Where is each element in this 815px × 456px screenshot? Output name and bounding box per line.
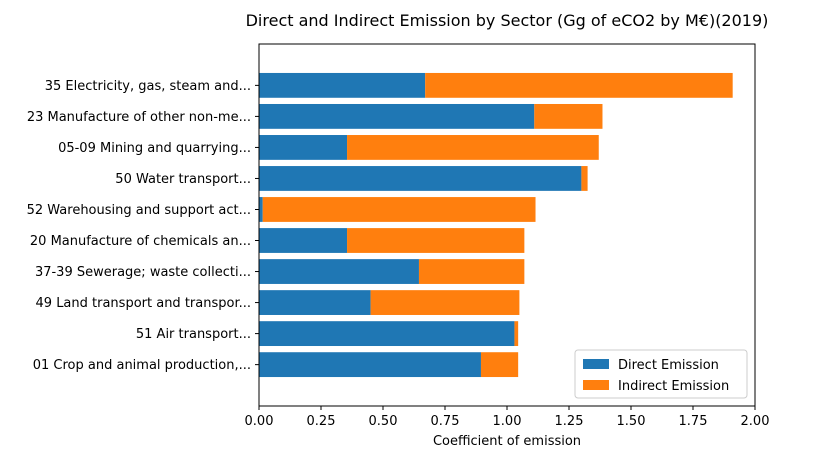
y-tick-label: 23 Manufacture of other non-me... bbox=[27, 110, 251, 125]
bar-indirect-0 bbox=[425, 72, 733, 98]
x-axis-ticks: 0.00 0.25 0.50 0.75 1.00 1.25 1.50 1.75 2.00 bbox=[245, 406, 770, 429]
y-tick-label: 01 Crop and animal production,... bbox=[33, 358, 251, 373]
y-tick-label: 35 Electricity, gas, steam and... bbox=[45, 79, 251, 94]
x-tick-label: 1.50 bbox=[617, 414, 646, 429]
legend-label-indirect: Indirect Emission bbox=[618, 379, 729, 394]
bar-direct-7 bbox=[259, 290, 371, 315]
bar-indirect-5 bbox=[347, 228, 525, 253]
bar-indirect-9 bbox=[480, 352, 519, 378]
bar-direct-2 bbox=[259, 135, 348, 160]
bars-layer bbox=[259, 72, 733, 378]
x-tick-label: 1.25 bbox=[555, 414, 584, 429]
bar-indirect-8 bbox=[514, 321, 519, 347]
bar-indirect-3 bbox=[581, 166, 588, 191]
bar-indirect-7 bbox=[370, 290, 520, 315]
y-tick-label: 52 Warehousing and support act... bbox=[27, 203, 251, 218]
y-tick-label: 49 Land transport and transpor... bbox=[36, 296, 251, 311]
y-tick-label: 51 Air transport... bbox=[136, 327, 251, 342]
bar-indirect-4 bbox=[262, 197, 536, 222]
legend: Direct Emission Indirect Emission bbox=[574, 349, 748, 399]
y-tick-label: 37-39 Sewerage; waste collecti... bbox=[35, 265, 251, 280]
x-tick-label: 0.75 bbox=[431, 414, 460, 429]
x-tick-label: 0.50 bbox=[369, 414, 398, 429]
x-tick-label: 0.00 bbox=[245, 414, 274, 429]
bar-direct-5 bbox=[259, 228, 348, 253]
legend-swatch-direct bbox=[583, 359, 609, 369]
x-tick-label: 1.00 bbox=[493, 414, 522, 429]
y-tick-label: 50 Water transport... bbox=[115, 172, 251, 187]
plot-frame bbox=[258, 43, 756, 407]
bar-indirect-6 bbox=[418, 259, 525, 284]
y-tick-label: 05-09 Mining and quarrying... bbox=[58, 141, 251, 156]
legend-box bbox=[574, 349, 748, 399]
bar-direct-1 bbox=[259, 103, 535, 129]
legend-swatch-indirect bbox=[583, 380, 609, 390]
bar-direct-6 bbox=[259, 259, 419, 284]
x-tick-label: 2.00 bbox=[741, 414, 770, 429]
bar-direct-4 bbox=[259, 197, 263, 222]
bar-direct-8 bbox=[259, 321, 515, 347]
x-tick-label: 0.25 bbox=[307, 414, 336, 429]
x-axis-label: Coefficient of emission bbox=[433, 434, 581, 449]
bar-indirect-1 bbox=[534, 103, 603, 129]
y-tick-label: 20 Manufacture of chemicals an... bbox=[30, 234, 251, 249]
bar-direct-3 bbox=[259, 166, 582, 191]
legend-label-direct: Direct Emission bbox=[618, 358, 719, 373]
chart-title: Direct and Indirect Emission by Sector (… bbox=[246, 11, 769, 30]
x-tick-label: 1.75 bbox=[679, 414, 708, 429]
bar-direct-9 bbox=[259, 352, 481, 378]
bar-indirect-2 bbox=[347, 135, 599, 160]
bar-direct-0 bbox=[259, 72, 426, 98]
y-axis-ticks: 35 Electricity, gas, steam and... 23 Manu… bbox=[27, 79, 259, 373]
